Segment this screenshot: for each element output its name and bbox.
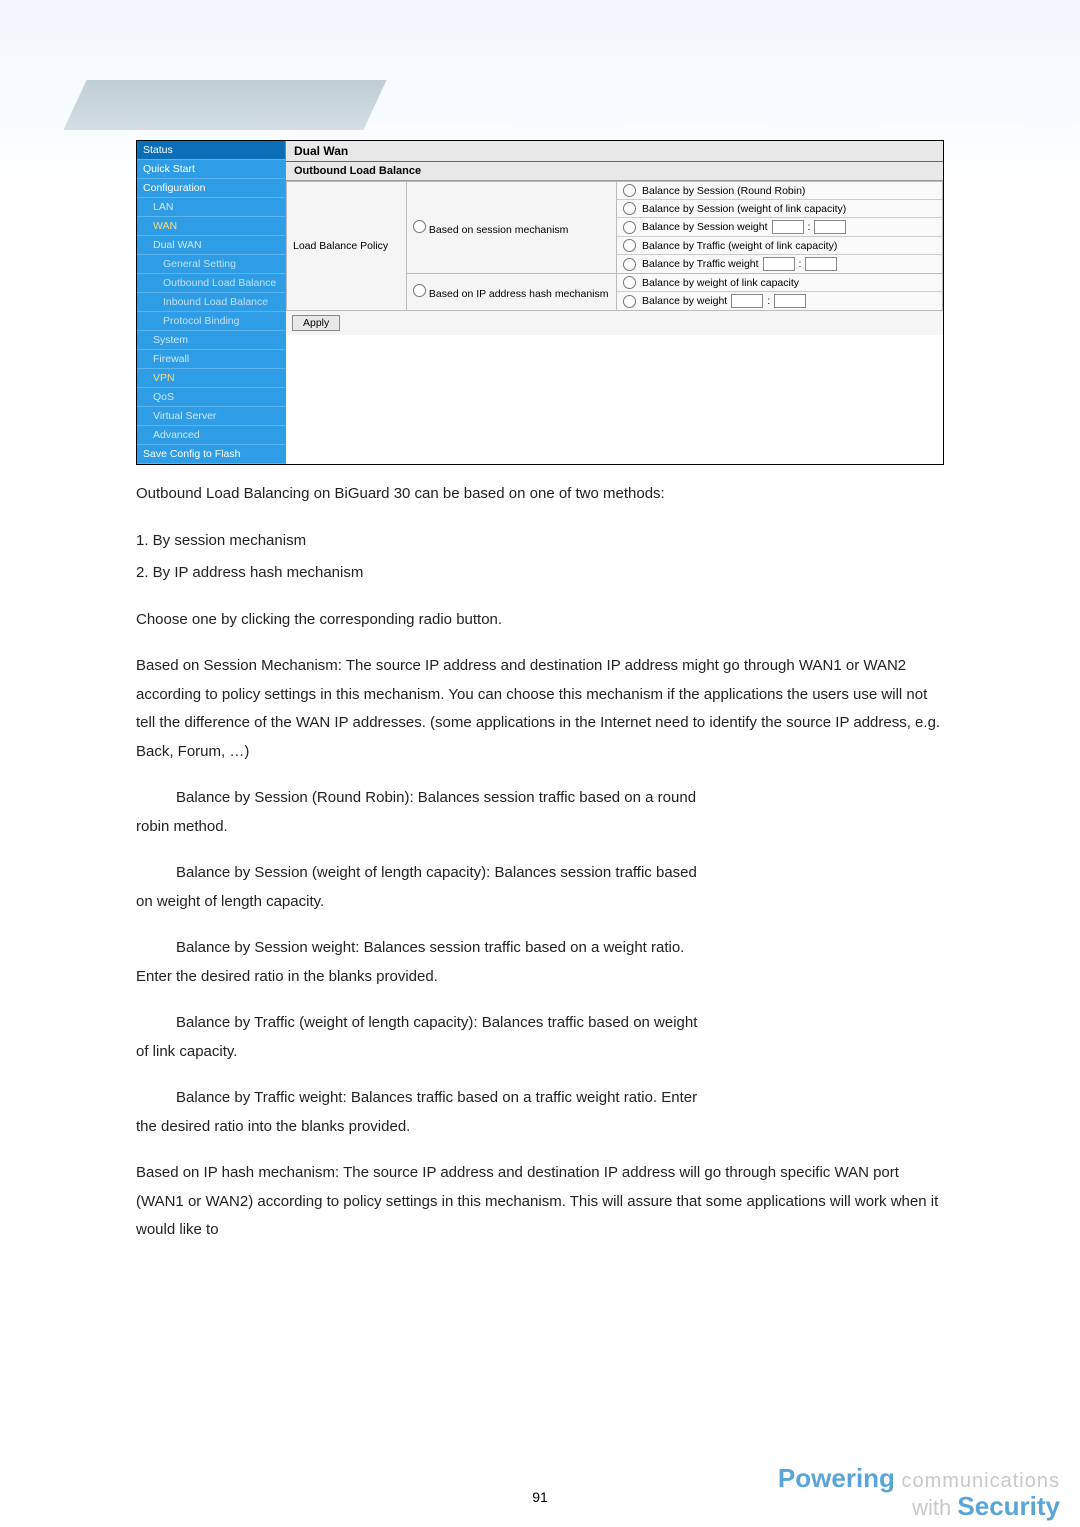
mechanism-session-cell[interactable]: Based on session mechanism bbox=[407, 182, 617, 274]
opts-session-input-2-b[interactable] bbox=[814, 220, 846, 234]
opts-session-opt-4[interactable]: Balance by Traffic weight : bbox=[617, 255, 942, 273]
s4b: of link capacity. bbox=[136, 1038, 944, 1067]
opts-session-label-1: Balance by Session (weight of link capac… bbox=[642, 203, 846, 215]
sidebar-item-14[interactable]: Virtual Server bbox=[137, 407, 285, 426]
apply-row: Apply bbox=[286, 311, 943, 335]
panel-title: Dual Wan bbox=[286, 141, 943, 162]
opts-session-opt-1[interactable]: Balance by Session (weight of link capac… bbox=[617, 200, 942, 218]
body-text: Outbound Load Balancing on BiGuard 30 ca… bbox=[136, 480, 944, 1263]
mechanism-ip-cell[interactable]: Based on IP address hash mechanism bbox=[407, 274, 617, 311]
sidebar-item-2[interactable]: Configuration bbox=[137, 179, 285, 198]
opts-session-opt-0[interactable]: Balance by Session (Round Robin) bbox=[617, 182, 942, 200]
s5b: the desired ratio into the blanks provid… bbox=[136, 1113, 944, 1142]
sidebar-item-8[interactable]: Inbound Load Balance bbox=[137, 293, 285, 312]
opts-ip-input-1-a[interactable] bbox=[731, 294, 763, 308]
s3a: Balance by Session weight: Balances sess… bbox=[136, 934, 944, 963]
method-2: 2. By IP address hash mechanism bbox=[136, 559, 944, 588]
footer-with: with bbox=[912, 1495, 957, 1520]
session-desc: Based on Session Mechanism: The source I… bbox=[136, 652, 944, 766]
sidebar-item-9[interactable]: Protocol Binding bbox=[137, 312, 285, 331]
footer-security: Security bbox=[957, 1491, 1060, 1521]
main-panel: Dual Wan Outbound Load Balance Load Bala… bbox=[285, 141, 943, 464]
session-options-cell: Balance by Session (Round Robin) Balance … bbox=[617, 182, 943, 274]
ip-options-cell: Balance by weight of link capacity Balanc… bbox=[617, 274, 943, 311]
opts-session-input-2-a[interactable] bbox=[772, 220, 804, 234]
sidebar-item-0[interactable]: Status bbox=[137, 141, 285, 160]
opts-session-radio-1[interactable] bbox=[623, 202, 636, 215]
sidebar-nav: StatusQuick StartConfigurationLANWANDual… bbox=[137, 141, 285, 464]
s5a: Balance by Traffic weight: Balances traf… bbox=[136, 1084, 944, 1113]
sidebar-item-16[interactable]: Save Config to Flash bbox=[137, 445, 285, 464]
config-screenshot: StatusQuick StartConfigurationLANWANDual… bbox=[136, 140, 944, 465]
sidebar-item-10[interactable]: System bbox=[137, 331, 285, 350]
opts-session-radio-4[interactable] bbox=[623, 258, 636, 271]
opts-ip-opt-1[interactable]: Balance by weight : bbox=[617, 292, 942, 310]
mechanism-session-radio[interactable] bbox=[413, 220, 426, 233]
mechanism-session-label: Based on session mechanism bbox=[429, 224, 569, 236]
opts-session-radio-0[interactable] bbox=[623, 184, 636, 197]
sidebar-item-6[interactable]: General Setting bbox=[137, 255, 285, 274]
opts-session-radio-3[interactable] bbox=[623, 239, 636, 252]
policy-label-cell: Load Balance Policy bbox=[287, 182, 407, 311]
brand-logo bbox=[63, 80, 386, 130]
opts-ip-label-0: Balance by weight of link capacity bbox=[642, 277, 799, 289]
sidebar-item-3[interactable]: LAN bbox=[137, 198, 285, 217]
opts-session-label-4: Balance by Traffic weight bbox=[642, 258, 759, 270]
intro-text: Outbound Load Balancing on BiGuard 30 ca… bbox=[136, 480, 944, 509]
section-header: Outbound Load Balance bbox=[286, 162, 943, 181]
opts-ip-radio-1[interactable] bbox=[623, 295, 636, 308]
opts-ip-input-1-b[interactable] bbox=[774, 294, 806, 308]
sidebar-item-5[interactable]: Dual WAN bbox=[137, 236, 285, 255]
s1a: Balance by Session (Round Robin): Balanc… bbox=[136, 784, 944, 813]
mechanism-ip-radio[interactable] bbox=[413, 284, 426, 297]
s2a: Balance by Session (weight of length cap… bbox=[136, 859, 944, 888]
opts-session-opt-2[interactable]: Balance by Session weight : bbox=[617, 218, 942, 237]
sidebar-item-15[interactable]: Advanced bbox=[137, 426, 285, 445]
choose-text: Choose one by clicking the corresponding… bbox=[136, 606, 944, 635]
mechanism-ip-label: Based on IP address hash mechanism bbox=[429, 288, 609, 300]
opts-session-label-3: Balance by Traffic (weight of link capac… bbox=[642, 240, 837, 252]
sidebar-item-12[interactable]: VPN bbox=[137, 369, 285, 388]
opts-session-input-4-a[interactable] bbox=[763, 257, 795, 271]
footer-powering: Powering bbox=[778, 1463, 895, 1493]
opts-ip-radio-0[interactable] bbox=[623, 276, 636, 289]
sidebar-item-11[interactable]: Firewall bbox=[137, 350, 285, 369]
ip-desc: Based on IP hash mechanism: The source I… bbox=[136, 1159, 944, 1245]
opts-ip-label-1: Balance by weight bbox=[642, 295, 727, 307]
opts-session-opt-3[interactable]: Balance by Traffic (weight of link capac… bbox=[617, 237, 942, 255]
opts-session-label-2: Balance by Session weight bbox=[642, 221, 768, 233]
opts-session-radio-2[interactable] bbox=[623, 221, 636, 234]
opts-session-input-4-b[interactable] bbox=[805, 257, 837, 271]
footer-comm: communications bbox=[895, 1470, 1060, 1492]
s4a: Balance by Traffic (weight of length cap… bbox=[136, 1009, 944, 1038]
s1b: robin method. bbox=[136, 813, 944, 842]
s3b: Enter the desired ratio in the blanks pr… bbox=[136, 963, 944, 992]
config-table: Load Balance Policy Based on session mec… bbox=[286, 181, 943, 311]
footer-brand: Powering communications with Security bbox=[778, 1464, 1060, 1521]
opts-ip-opt-0[interactable]: Balance by weight of link capacity bbox=[617, 274, 942, 292]
opts-session-label-0: Balance by Session (Round Robin) bbox=[642, 185, 805, 197]
s2b: on weight of length capacity. bbox=[136, 888, 944, 917]
sidebar-item-7[interactable]: Outbound Load Balance bbox=[137, 274, 285, 293]
apply-button[interactable]: Apply bbox=[292, 315, 340, 331]
sidebar-item-1[interactable]: Quick Start bbox=[137, 160, 285, 179]
sidebar-item-4[interactable]: WAN bbox=[137, 217, 285, 236]
sidebar-item-13[interactable]: QoS bbox=[137, 388, 285, 407]
method-1: 1. By session mechanism bbox=[136, 527, 944, 556]
